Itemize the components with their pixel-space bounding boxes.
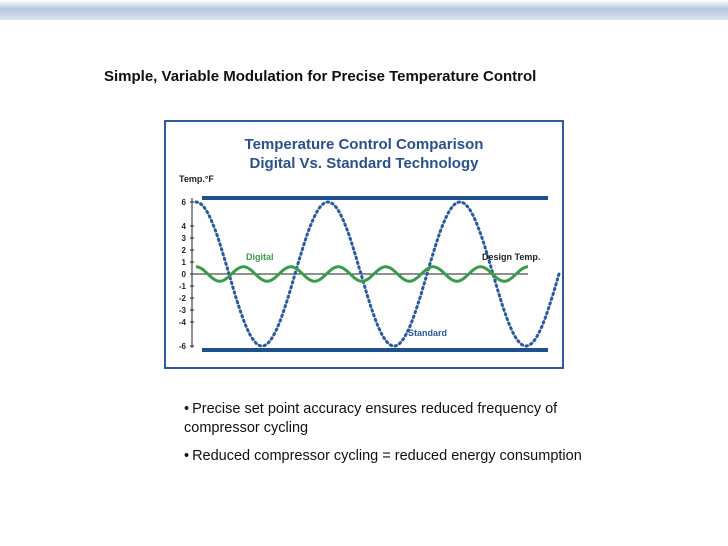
y-tick-label: -6 bbox=[179, 342, 187, 351]
y-tick-label: 1 bbox=[182, 258, 187, 267]
bullet-marker: • bbox=[184, 401, 190, 417]
bullet-item: • Precise set point accuracy ensures redu… bbox=[184, 400, 584, 438]
y-tick-label: -2 bbox=[179, 294, 187, 303]
bullet-marker: • bbox=[184, 448, 190, 464]
temperature-chart: Temperature Control Comparison Digital V… bbox=[179, 136, 561, 352]
chart-subtitle: Digital Vs. Standard Technology bbox=[250, 155, 480, 172]
y-tick-label: 6 bbox=[182, 198, 187, 207]
y-tick-label: 2 bbox=[182, 246, 187, 255]
bullet-item: • Reduced compressor cycling = reduced en… bbox=[184, 447, 584, 466]
y-tick-label: 4 bbox=[182, 222, 187, 231]
y-tick-label: -1 bbox=[179, 282, 187, 291]
top-header-band bbox=[0, 0, 728, 20]
design-temp-annotation: Design Temp. bbox=[482, 252, 540, 262]
chart-frame: Temperature Control Comparison Digital V… bbox=[164, 120, 564, 369]
slide-title: Simple, Variable Modulation for Precise … bbox=[104, 68, 537, 85]
standard-series-line bbox=[194, 200, 561, 348]
y-tick-label: 0 bbox=[182, 270, 187, 279]
plot-area: 6 4 3 2 1 0 -1 -2 -3 -4 -6 bbox=[179, 196, 561, 352]
digital-annotation: Digital bbox=[246, 252, 274, 262]
digital-series-line bbox=[196, 265, 528, 283]
y-tick-label: -3 bbox=[179, 306, 187, 315]
standard-annotation: Standard bbox=[408, 328, 447, 338]
bullet-text: Precise set point accuracy ensures reduc… bbox=[184, 401, 558, 436]
bullet-text: Reduced compressor cycling = reduced ene… bbox=[192, 448, 582, 464]
y-axis-label: Temp.°F bbox=[179, 174, 214, 184]
y-tick-label: -4 bbox=[179, 318, 187, 327]
y-tick-label: 3 bbox=[182, 234, 187, 243]
chart-title: Temperature Control Comparison bbox=[245, 136, 484, 153]
bullet-list: • Precise set point accuracy ensures redu… bbox=[184, 400, 584, 475]
